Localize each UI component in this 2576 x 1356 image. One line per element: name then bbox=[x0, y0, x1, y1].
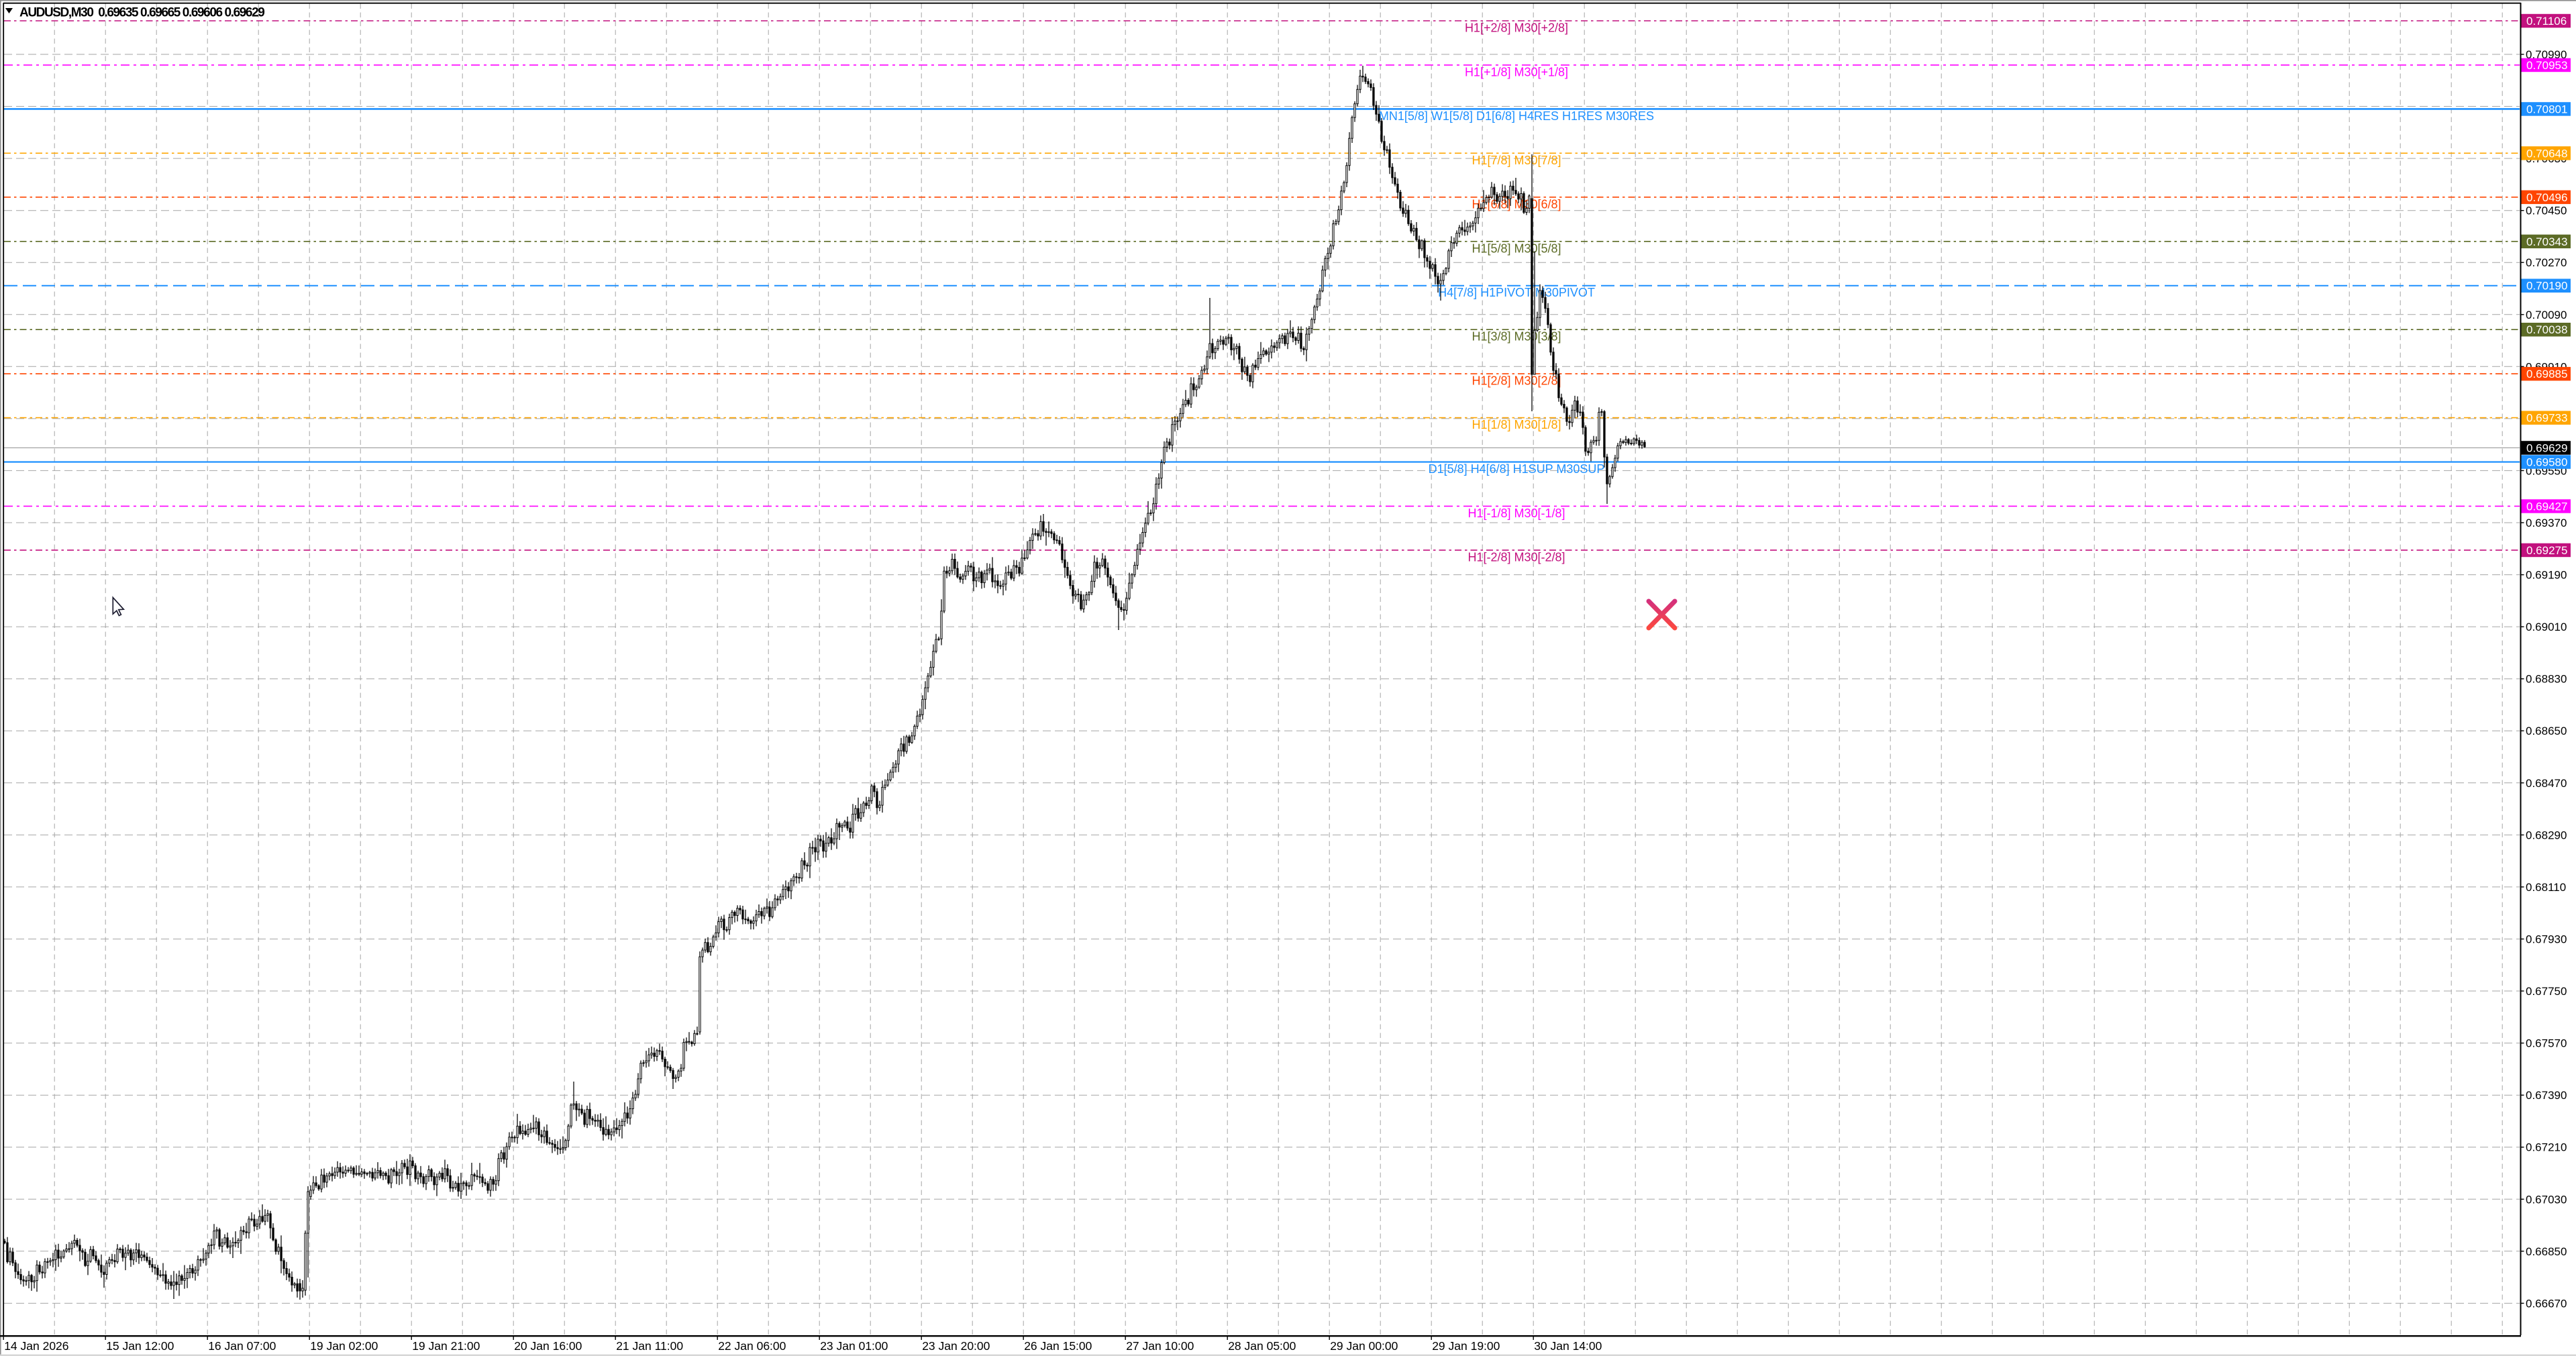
svg-text:0.68290: 0.68290 bbox=[2526, 829, 2567, 841]
svg-text:H1[-1/8] M30[-1/8]: H1[-1/8] M30[-1/8] bbox=[1467, 507, 1565, 520]
svg-text:28 Jan 05:00: 28 Jan 05:00 bbox=[1228, 1339, 1296, 1353]
svg-text:0.67750: 0.67750 bbox=[2526, 985, 2567, 998]
svg-text:0.71106: 0.71106 bbox=[2526, 15, 2567, 28]
svg-text:0.70990: 0.70990 bbox=[2526, 48, 2567, 61]
svg-text:0.69885: 0.69885 bbox=[2526, 368, 2567, 380]
svg-text:0.70038: 0.70038 bbox=[2526, 323, 2567, 336]
svg-text:0.70270: 0.70270 bbox=[2526, 256, 2567, 269]
svg-text:H1[5/8] M30[5/8]: H1[5/8] M30[5/8] bbox=[1472, 242, 1561, 255]
svg-text:0.69733: 0.69733 bbox=[2526, 412, 2567, 425]
svg-text:0.70090: 0.70090 bbox=[2526, 309, 2567, 321]
svg-text:0.67930: 0.67930 bbox=[2526, 933, 2567, 946]
svg-text:0.69275: 0.69275 bbox=[2526, 544, 2567, 557]
svg-text:0.67030: 0.67030 bbox=[2526, 1193, 2567, 1206]
svg-text:0.68650: 0.68650 bbox=[2526, 725, 2567, 737]
svg-text:22 Jan 06:00: 22 Jan 06:00 bbox=[718, 1339, 786, 1353]
svg-text:0.70450: 0.70450 bbox=[2526, 205, 2567, 217]
svg-text:23 Jan 01:00: 23 Jan 01:00 bbox=[820, 1339, 888, 1353]
svg-text:23 Jan 20:00: 23 Jan 20:00 bbox=[922, 1339, 990, 1353]
svg-text:16 Jan 07:00: 16 Jan 07:00 bbox=[208, 1339, 276, 1353]
svg-text:26 Jan 15:00: 26 Jan 15:00 bbox=[1024, 1339, 1092, 1353]
svg-text:0.70496: 0.70496 bbox=[2526, 191, 2567, 204]
svg-text:0.69190: 0.69190 bbox=[2526, 569, 2567, 582]
svg-text:0.69427: 0.69427 bbox=[2526, 500, 2567, 513]
svg-text:0.66850: 0.66850 bbox=[2526, 1245, 2567, 1258]
svg-text:MN1[5/8] W1[5/8] D1[6/8] H4RES: MN1[5/8] W1[5/8] D1[6/8] H4RES H1RES M30… bbox=[1379, 109, 1654, 123]
svg-text:0.69370: 0.69370 bbox=[2526, 517, 2567, 529]
svg-text:0.69629: 0.69629 bbox=[2526, 441, 2567, 454]
svg-text:0.70953: 0.70953 bbox=[2526, 59, 2567, 72]
svg-text:29 Jan 19:00: 29 Jan 19:00 bbox=[1432, 1339, 1500, 1353]
svg-text:0.69010: 0.69010 bbox=[2526, 621, 2567, 633]
svg-text:0.67570: 0.67570 bbox=[2526, 1037, 2567, 1050]
svg-text:0.68470: 0.68470 bbox=[2526, 777, 2567, 790]
svg-text:H1[2/8] M30[2/8]: H1[2/8] M30[2/8] bbox=[1472, 374, 1561, 388]
svg-text:H1[+2/8] M30[+2/8]: H1[+2/8] M30[+2/8] bbox=[1465, 21, 1568, 35]
svg-text:H1[7/8] M30[7/8]: H1[7/8] M30[7/8] bbox=[1472, 154, 1561, 167]
svg-text:21 Jan 11:00: 21 Jan 11:00 bbox=[616, 1339, 683, 1353]
svg-text:0.66670: 0.66670 bbox=[2526, 1297, 2567, 1310]
svg-text:0.67390: 0.67390 bbox=[2526, 1089, 2567, 1102]
svg-text:29 Jan 00:00: 29 Jan 00:00 bbox=[1330, 1339, 1398, 1353]
svg-text:0.68830: 0.68830 bbox=[2526, 673, 2567, 686]
svg-text:30 Jan 14:00: 30 Jan 14:00 bbox=[1534, 1339, 1602, 1353]
svg-text:H1[-2/8] M30[-2/8]: H1[-2/8] M30[-2/8] bbox=[1467, 550, 1565, 564]
svg-text:AUDUSD,M30 0.69635 0.69665 0.: AUDUSD,M30 0.69635 0.69665 0.69606 0.696… bbox=[19, 6, 264, 20]
svg-text:0.70648: 0.70648 bbox=[2526, 147, 2567, 160]
svg-text:H1[3/8] M30[3/8]: H1[3/8] M30[3/8] bbox=[1472, 330, 1561, 344]
svg-text:H4[7/8] H1PIVOT M30PIVOT: H4[7/8] H1PIVOT M30PIVOT bbox=[1438, 286, 1595, 299]
svg-text:19 Jan 02:00: 19 Jan 02:00 bbox=[310, 1339, 378, 1353]
svg-text:H1[+1/8] M30[+1/8]: H1[+1/8] M30[+1/8] bbox=[1465, 65, 1568, 79]
svg-text:0.70801: 0.70801 bbox=[2526, 103, 2567, 115]
svg-text:0.69580: 0.69580 bbox=[2526, 456, 2567, 469]
svg-text:0.70190: 0.70190 bbox=[2526, 280, 2567, 293]
svg-text:D1[5/8] H4[6/8] H1SUP M30SUP: D1[5/8] H4[6/8] H1SUP M30SUP bbox=[1429, 462, 1605, 476]
svg-text:14 Jan 2026: 14 Jan 2026 bbox=[4, 1339, 68, 1353]
svg-text:19 Jan 21:00: 19 Jan 21:00 bbox=[412, 1339, 480, 1353]
svg-text:0.67210: 0.67210 bbox=[2526, 1141, 2567, 1154]
svg-text:H1[1/8] M30[1/8]: H1[1/8] M30[1/8] bbox=[1472, 418, 1561, 431]
svg-text:0.68110: 0.68110 bbox=[2526, 881, 2566, 894]
svg-text:20 Jan 16:00: 20 Jan 16:00 bbox=[514, 1339, 582, 1353]
svg-text:0.70343: 0.70343 bbox=[2526, 236, 2567, 248]
svg-text:15 Jan 12:00: 15 Jan 12:00 bbox=[106, 1339, 174, 1353]
svg-text:27 Jan 10:00: 27 Jan 10:00 bbox=[1126, 1339, 1194, 1353]
